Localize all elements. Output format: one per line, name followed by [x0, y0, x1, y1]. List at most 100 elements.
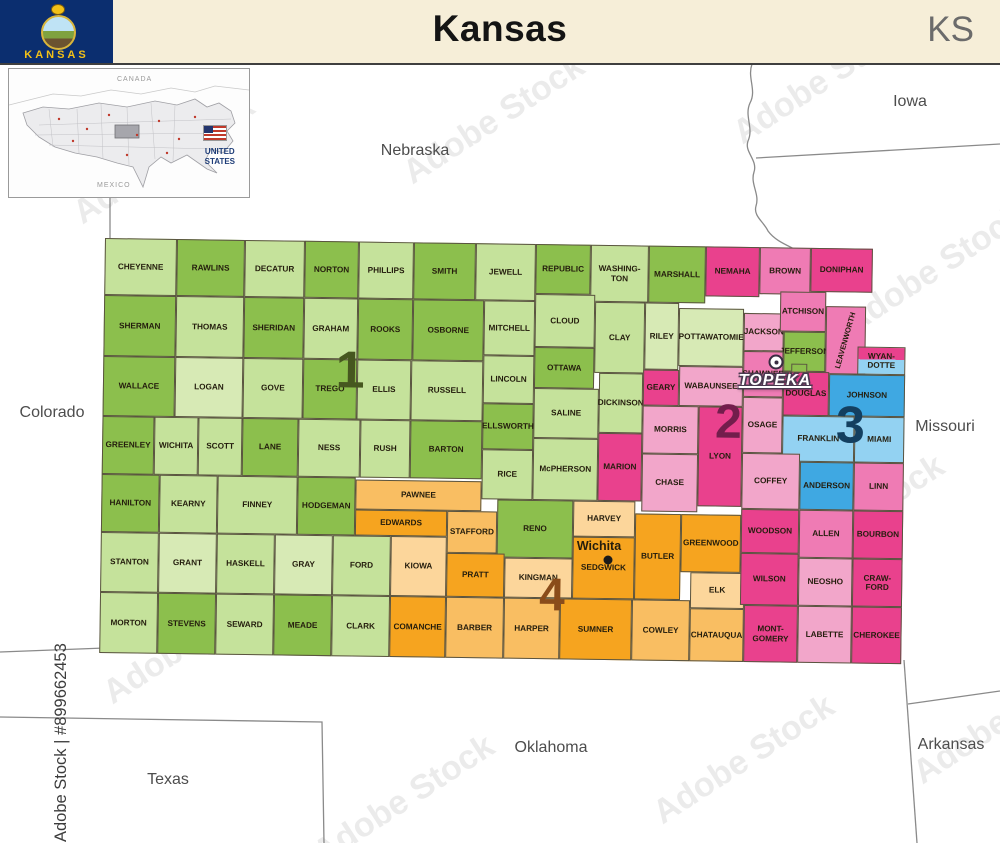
- county-bourbon: BOURBON: [852, 510, 904, 560]
- county-logan: LOGAN: [174, 356, 244, 418]
- county-label: BUTLER: [640, 551, 675, 562]
- county-lincoln: LINCOLN: [482, 355, 535, 405]
- county-edwards: EDWARDS: [354, 509, 448, 537]
- kansas-highlight: [114, 124, 140, 139]
- us-map-graphic: [8, 85, 250, 189]
- county-rice: RICE: [481, 449, 534, 500]
- county-mont-gomery: MONT-GOMERY: [743, 604, 798, 663]
- neighbor-label-colorado: Colorado: [19, 404, 85, 421]
- county-label: GRAHAM: [312, 323, 350, 334]
- capital-label: TOPEKA: [738, 372, 812, 389]
- county-label: SCOTT: [206, 441, 235, 452]
- flag-label: KANSAS: [24, 49, 89, 61]
- missouri-oklahoma-border: [903, 659, 918, 843]
- county-rawlins: RAWLINS: [176, 239, 245, 297]
- county-dickinson: DICKINSON: [597, 372, 644, 434]
- county-label: SUMNER: [577, 624, 614, 635]
- county-label: OSBORNE: [427, 325, 470, 336]
- county-label: GEARY: [646, 383, 676, 393]
- county-label: FINNEY: [242, 500, 273, 510]
- neighbor-label-iowa: Iowa: [893, 93, 927, 110]
- county-clay: CLAY: [594, 301, 646, 374]
- county-allen: ALLEN: [798, 509, 854, 559]
- county-label: ATCHISON: [781, 306, 825, 317]
- county-gove: GOVE: [242, 357, 304, 419]
- county-label: RUSSELL: [427, 386, 467, 396]
- flag-seal-icon: [41, 15, 76, 50]
- wichita-label: Wichita: [576, 539, 622, 553]
- county-label: SHERIDAN: [252, 323, 296, 333]
- county-wilson: WILSON: [739, 552, 799, 606]
- county-label: SHERMAN: [119, 321, 161, 331]
- county-label: SEDGWICK: [580, 563, 627, 573]
- county-scott: SCOTT: [197, 417, 243, 476]
- county-label: WILSON: [752, 574, 786, 585]
- county-label: GREENWOOD: [682, 538, 739, 549]
- county-norton: NORTON: [304, 240, 359, 299]
- county-label: STEVENS: [167, 618, 206, 629]
- county-label: DONIPHAN: [819, 265, 864, 276]
- county-label: COWLEY: [642, 625, 679, 636]
- county-woodson: WOODSON: [740, 508, 800, 554]
- county-ford: FORD: [332, 535, 391, 597]
- county-label: WICHITA: [158, 441, 194, 451]
- neighbor-label-texas: Texas: [147, 771, 189, 788]
- county-sumner: SUMNER: [559, 598, 633, 661]
- county-label: DICKINSON: [597, 398, 644, 409]
- county-label: SALINE: [551, 408, 582, 419]
- county-label: OTTAWA: [546, 363, 582, 373]
- flag-sunflower-icon: [51, 4, 65, 15]
- neighbor-label-nebraska: Nebraska: [380, 142, 450, 159]
- county-label: HODGEMAN: [301, 501, 351, 511]
- iowa-missouri-border: [755, 143, 1000, 159]
- colorado-oklahoma-border: [0, 647, 106, 653]
- district-3-number: 3: [835, 396, 866, 455]
- neighbor-label-missouri: Missouri: [915, 418, 975, 435]
- county-label: NEOSHO: [807, 577, 844, 587]
- inset-mexico-label: MEXICO: [97, 182, 131, 189]
- wichita-dot-icon: [603, 555, 613, 565]
- county-seward: SEWARD: [215, 593, 275, 656]
- county-label: CHASE: [655, 478, 685, 488]
- texas-border: [0, 716, 325, 843]
- county-greenwood: GREENWOOD: [680, 514, 742, 573]
- page-title: Kansas: [432, 8, 568, 49]
- county-republic: REPUBLIC: [535, 244, 591, 295]
- county-wichita: WICHITA: [153, 416, 199, 476]
- county-label: FRANKLIN: [797, 434, 840, 444]
- county-label: JEFFERSON: [779, 346, 830, 357]
- county-label: STAFFORD: [449, 527, 494, 537]
- kansas-county-map: CHEYENNE RAWLINS DECATUR NORTON PHILLIPS SMIT…: [99, 238, 906, 665]
- county-label: NESS: [317, 443, 341, 453]
- county-pottawatomie: POTTAWATOMIE: [678, 308, 745, 367]
- county-marshall: MARSHALL: [648, 245, 706, 304]
- county-label: KEARNY: [170, 499, 206, 509]
- county-label: MARSHALL: [654, 269, 701, 280]
- us-locator-inset: CANADA MEXICO UNITED STATES: [8, 68, 250, 198]
- county-doniphan: DONIPHAN: [810, 247, 873, 293]
- county-finney: FINNEY: [216, 475, 298, 535]
- county-label: RILEY: [649, 331, 674, 341]
- county-rooks: ROOKS: [357, 298, 414, 361]
- stock-id-watermark: Adobe Stock | #899662453: [52, 643, 70, 842]
- kansas-flag: KANSAS: [0, 0, 113, 63]
- county-label: EDWARDS: [380, 518, 423, 528]
- neighbor-label-arkansas: Arkansas: [917, 736, 985, 753]
- county-pawnee: PAWNEE: [355, 479, 482, 512]
- county-label: WALLACE: [118, 381, 160, 392]
- county-label: GRAY: [291, 560, 315, 570]
- county-label: SMITH: [431, 266, 458, 276]
- county-label: HASKELL: [226, 559, 265, 569]
- county-morris: MORRIS: [642, 405, 699, 455]
- county-linn: LINN: [853, 462, 904, 512]
- county-grant: GRANT: [158, 532, 217, 594]
- county-rush: RUSH: [359, 419, 411, 479]
- county-label: MITCHELL: [488, 323, 531, 333]
- county-label: GOVE: [261, 383, 285, 394]
- us-flag-icon: [203, 125, 227, 141]
- county-barton: BARTON: [409, 420, 483, 480]
- county-sherman: SHERMAN: [103, 294, 177, 357]
- county-label: MONT-GOMERY: [752, 624, 789, 644]
- county-stevens: STEVENS: [157, 592, 217, 655]
- county-label: LEAVENWORTH: [832, 310, 858, 370]
